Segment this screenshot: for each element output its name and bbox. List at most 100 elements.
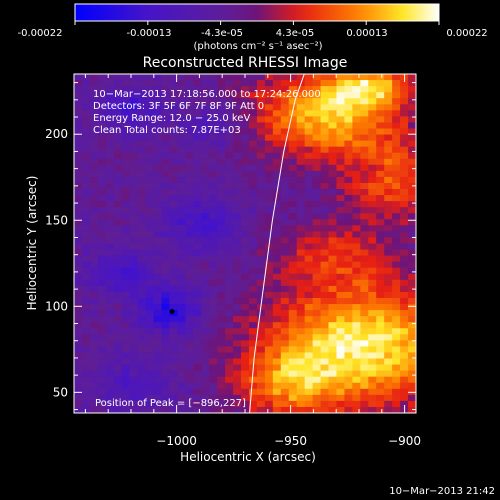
heatmap-cell [312,140,322,148]
heatmap-cell [320,316,330,323]
heatmap-cell [344,231,353,239]
heatmap-cell [376,207,385,214]
heatmap-cell [129,304,139,311]
heatmap-cell [105,86,115,93]
heatmap-cell [264,116,274,124]
heatmap-cell [241,400,250,408]
heatmap-cell [185,255,194,263]
heatmap-cell [201,285,210,293]
heatmap-cell [121,364,131,372]
heatmap-cell [177,104,186,111]
heatmap-cell [248,189,258,196]
heatmap-cell [392,267,401,275]
heatmap-cell [360,201,369,208]
heatmap-cell [225,231,234,239]
heatmap-cell [137,176,147,184]
heatmap-cell [344,279,353,287]
heatmap-cell [256,201,266,208]
heatmap-cell [225,80,234,87]
heatmap-cell [296,158,306,166]
heatmap-cell [145,213,155,220]
heatmap-cell [209,316,218,323]
heatmap-cell [360,80,369,87]
heatmap-cell [153,249,163,257]
heatmap-cell [97,128,107,136]
heatmap-cell [368,146,377,154]
heatmap-cell [145,243,155,251]
heatmap-cell [81,352,91,360]
heatmap-cell [89,243,99,251]
heatmap-cell [280,394,290,402]
heatmap-cell [376,74,385,81]
heatmap-cell [241,104,250,111]
heatmap-cell [312,291,322,299]
heatmap-cell [217,231,226,239]
heatmap-cell [233,328,242,335]
heatmap-cell [408,346,416,354]
heatmap-cell [256,176,266,184]
heatmap-cell [97,291,107,299]
heatmap-cell [264,182,274,190]
heatmap-cell [256,364,266,372]
heatmap-cell [392,128,401,136]
heatmap-cell [296,219,306,226]
heatmap-cell [169,219,178,226]
heatmap-cell [121,207,131,214]
heatmap-cell [193,170,202,178]
heatmap-cell [121,225,131,232]
heatmap-cell [145,346,155,354]
heatmap-cell [400,164,409,172]
heatmap-cell [288,352,298,360]
heatmap-cell [344,110,353,117]
heatmap-cell [288,322,298,329]
heatmap-cell [113,406,123,413]
heatmap-cell [392,400,401,408]
heatmap-cell [368,358,377,366]
heatmap-cell [312,225,322,232]
heatmap-cell [97,195,107,202]
heatmap-cell [153,116,163,124]
heatmap-cell [81,382,91,390]
heatmap-cell [241,394,250,402]
heatmap-cell [81,231,91,239]
heatmap-cell [320,249,330,257]
heatmap-cell [304,80,314,87]
heatmap-cell [392,304,401,311]
heatmap-cell [296,243,306,251]
heatmap-cell [169,279,178,287]
heatmap-cell [217,273,226,281]
heatmap-cell [304,201,314,208]
heatmap-cell [97,346,107,354]
heatmap-cell [352,158,361,166]
heatmap-cell [296,255,306,263]
heatmap-cell [368,297,377,305]
heatmap-cell [312,170,322,178]
heatmap-cell [272,346,282,354]
heatmap-cell [272,243,282,251]
heatmap-cell [97,237,107,245]
heatmap-cell [113,170,123,178]
heatmap-cell [113,237,123,245]
heatmap-cell [209,86,218,93]
heatmap-cell [272,134,282,142]
heatmap-cell [193,195,202,202]
heatmap-cell [376,110,385,117]
heatmap-cell [129,328,139,335]
heatmap-cell [384,346,393,354]
heatmap-cell [121,328,131,335]
heatmap-cell [272,219,282,226]
heatmap-cell [344,92,353,99]
heatmap-cell [248,352,258,360]
heatmap-cell [137,213,147,220]
heatmap-cell [400,291,409,299]
heatmap-cell [328,255,338,263]
heatmap-cell [408,237,416,245]
heatmap-cell [320,74,330,81]
heatmap-cell [145,98,155,105]
heatmap-cell [296,346,306,354]
heatmap-cell [256,164,266,172]
heatmap-cell [248,358,258,366]
heatmap-cell [392,291,401,299]
heatmap-cell [209,80,218,87]
heatmap-cell [408,189,416,196]
